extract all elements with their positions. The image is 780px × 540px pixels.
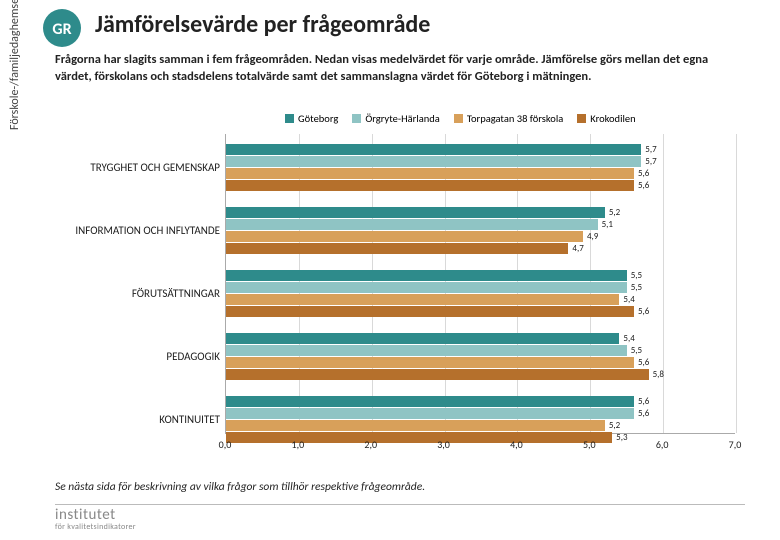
footnote-text: Se nästa sida för beskrivning av vilka f… — [55, 480, 425, 494]
bar-value-label: 5,6 — [634, 396, 649, 407]
chart-plot-area: 5,75,75,65,65,25,14,94,75,55,55,45,65,45… — [225, 134, 735, 434]
legend-item: Torpagatan 38 förskola — [454, 112, 563, 125]
legend-swatch — [352, 114, 361, 123]
chart-legend: Göteborg Örgryte-Härlanda Torpagatan 38 fö… — [285, 112, 725, 125]
bar-value-label: 5,7 — [641, 144, 656, 155]
sidebar-rotated-text: Förskole-/familjedaghemsenkät 2016 — [8, 0, 22, 130]
bar-chart: Göteborg Örgryte-Härlanda Torpagatan 38 fö… — [55, 112, 755, 467]
bar — [226, 231, 583, 242]
brand-sub: för kvalitetsindikatorer — [55, 523, 136, 531]
legend-swatch — [454, 114, 463, 123]
bar-value-label: 5,4 — [619, 333, 634, 344]
gr-logo: GR — [42, 8, 82, 48]
brand-footer: institutet för kvalitetsindikatorer — [55, 508, 136, 531]
bar — [226, 282, 627, 293]
bar-value-label: 5,6 — [634, 408, 649, 419]
x-axis-tick: 2,0 — [364, 438, 377, 451]
legend-swatch — [577, 114, 586, 123]
legend-label: Örgryte-Härlanda — [365, 112, 440, 125]
x-axis-tick: 5,0 — [583, 438, 596, 451]
bar — [226, 270, 627, 281]
x-axis-tick: 0,0 — [219, 438, 232, 451]
bar — [226, 144, 641, 155]
bar — [226, 357, 634, 368]
x-axis-tick: 3,0 — [437, 438, 450, 451]
bar — [226, 207, 605, 218]
bar — [226, 333, 619, 344]
bar — [226, 156, 641, 167]
x-axis-tick: 4,0 — [510, 438, 523, 451]
legend-swatch — [285, 114, 294, 123]
legend-label: Krokodilen — [590, 112, 635, 125]
bar-value-label: 5,8 — [649, 369, 664, 380]
bar-value-label: 5,6 — [634, 168, 649, 179]
bar — [226, 294, 619, 305]
intro-text: Frågorna har slagits samman i fem frågeo… — [55, 52, 745, 86]
grid-line — [736, 134, 737, 433]
bar — [226, 168, 634, 179]
x-axis-tick: 1,0 — [292, 438, 305, 451]
bar — [226, 369, 649, 380]
category-label: PEDAGOGIK — [55, 350, 220, 363]
page-title: Jämförelsevärde per frågeområde — [95, 10, 430, 39]
bar — [226, 180, 634, 191]
bar — [226, 219, 598, 230]
legend-item: Krokodilen — [577, 112, 635, 125]
bar-value-label: 5,5 — [627, 270, 642, 281]
bar-value-label: 4,7 — [568, 243, 583, 254]
bar — [226, 432, 612, 443]
legend-item: Göteborg — [285, 112, 338, 125]
bar-value-label: 5,4 — [619, 294, 634, 305]
bar-value-label: 5,2 — [605, 207, 620, 218]
bar-value-label: 5,6 — [634, 357, 649, 368]
legend-label: Göteborg — [298, 112, 338, 125]
legend-item: Örgryte-Härlanda — [352, 112, 440, 125]
legend-label: Torpagatan 38 förskola — [467, 112, 563, 125]
category-label: INFORMATION OCH INFLYTANDE — [55, 224, 220, 237]
bar-value-label: 5,1 — [598, 219, 613, 230]
grid-line — [663, 134, 664, 433]
bar-value-label: 5,3 — [612, 432, 627, 443]
x-axis-tick: 7,0 — [729, 438, 742, 451]
footer-divider — [55, 504, 745, 505]
bar — [226, 420, 605, 431]
category-label: FÖRUTSÄTTNINGAR — [55, 287, 220, 300]
bar-value-label: 5,6 — [634, 180, 649, 191]
bar-value-label: 4,9 — [583, 231, 598, 242]
bar-value-label: 5,5 — [627, 282, 642, 293]
bar — [226, 408, 634, 419]
bar — [226, 396, 634, 407]
svg-text:GR: GR — [52, 20, 71, 39]
bar-value-label: 5,2 — [605, 420, 620, 431]
bar — [226, 243, 568, 254]
bar-value-label: 5,6 — [634, 306, 649, 317]
bar — [226, 306, 634, 317]
bar-value-label: 5,5 — [627, 345, 642, 356]
x-axis-tick: 6,0 — [656, 438, 669, 451]
category-label: TRYGGHET OCH GEMENSKAP — [55, 161, 220, 174]
category-label: KONTINUITET — [55, 413, 220, 426]
bar-value-label: 5,7 — [641, 156, 656, 167]
bar — [226, 345, 627, 356]
brand-main: institutet — [55, 508, 136, 523]
